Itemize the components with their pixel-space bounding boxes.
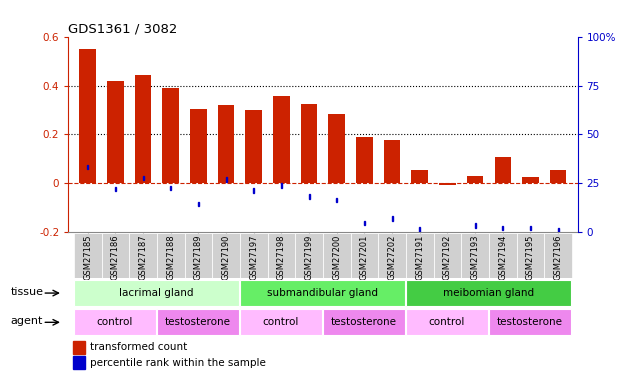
- Bar: [406, 309, 488, 335]
- Bar: [522, 177, 539, 183]
- Text: GSM27195: GSM27195: [526, 234, 535, 280]
- Text: testosterone: testosterone: [165, 317, 231, 327]
- Text: GSM27194: GSM27194: [498, 234, 507, 280]
- Text: GSM27199: GSM27199: [304, 234, 314, 280]
- Bar: [494, 158, 511, 183]
- Bar: [135, 75, 152, 183]
- Text: GSM27187: GSM27187: [138, 234, 148, 280]
- Text: GSM27193: GSM27193: [471, 234, 479, 280]
- Text: GSM27201: GSM27201: [360, 234, 369, 280]
- Bar: [406, 233, 433, 278]
- Text: meibomian gland: meibomian gland: [443, 288, 534, 298]
- Bar: [336, 198, 337, 202]
- Bar: [240, 233, 268, 278]
- Bar: [419, 227, 420, 231]
- Text: GSM27192: GSM27192: [443, 234, 452, 280]
- Bar: [157, 233, 184, 278]
- Text: control: control: [97, 317, 133, 327]
- Bar: [225, 177, 227, 182]
- Bar: [467, 176, 483, 183]
- Bar: [378, 233, 406, 278]
- Bar: [79, 49, 96, 183]
- Bar: [406, 280, 571, 306]
- Bar: [107, 81, 124, 183]
- Bar: [461, 233, 489, 278]
- Bar: [489, 309, 571, 335]
- Bar: [364, 221, 365, 225]
- Text: percentile rank within the sample: percentile rank within the sample: [89, 358, 266, 368]
- Text: GSM27200: GSM27200: [332, 234, 342, 280]
- Bar: [157, 309, 239, 335]
- Text: GDS1361 / 3082: GDS1361 / 3082: [68, 22, 178, 36]
- Bar: [433, 233, 461, 278]
- Text: control: control: [263, 317, 299, 327]
- Bar: [268, 233, 295, 278]
- Bar: [73, 356, 84, 369]
- Bar: [356, 137, 373, 183]
- Bar: [273, 96, 290, 183]
- Bar: [240, 280, 405, 306]
- Bar: [74, 233, 101, 278]
- Bar: [184, 233, 212, 278]
- Bar: [115, 187, 116, 191]
- Bar: [309, 194, 310, 199]
- Bar: [517, 233, 545, 278]
- Bar: [74, 309, 156, 335]
- Bar: [323, 309, 405, 335]
- Bar: [502, 226, 503, 230]
- Bar: [190, 109, 207, 183]
- Bar: [170, 186, 171, 190]
- Text: GSM27185: GSM27185: [83, 234, 92, 280]
- Bar: [447, 233, 448, 238]
- Text: GSM27197: GSM27197: [249, 234, 258, 280]
- Text: lacrimal gland: lacrimal gland: [119, 288, 194, 298]
- Text: GSM27202: GSM27202: [388, 234, 397, 280]
- Bar: [74, 280, 239, 306]
- Text: GSM27198: GSM27198: [277, 234, 286, 280]
- Bar: [129, 233, 157, 278]
- Text: GSM27186: GSM27186: [111, 234, 120, 280]
- Text: GSM27190: GSM27190: [222, 234, 230, 280]
- Text: GSM27189: GSM27189: [194, 234, 203, 280]
- Bar: [412, 170, 428, 183]
- Bar: [73, 341, 84, 354]
- Bar: [550, 170, 566, 183]
- Bar: [545, 233, 572, 278]
- Bar: [212, 233, 240, 278]
- Bar: [295, 233, 323, 278]
- Text: transformed count: transformed count: [89, 342, 187, 352]
- Bar: [163, 88, 179, 183]
- Bar: [218, 105, 234, 183]
- Bar: [474, 224, 476, 228]
- Text: GSM27196: GSM27196: [554, 234, 563, 280]
- Bar: [245, 110, 262, 183]
- Text: GSM27191: GSM27191: [415, 234, 424, 280]
- Text: agent: agent: [10, 316, 43, 326]
- Bar: [439, 183, 456, 186]
- Bar: [301, 104, 317, 183]
- Bar: [384, 140, 401, 183]
- Bar: [329, 114, 345, 183]
- Bar: [198, 201, 199, 206]
- Bar: [558, 228, 559, 233]
- Bar: [240, 309, 322, 335]
- Text: GSM27188: GSM27188: [166, 234, 175, 280]
- Bar: [489, 233, 517, 278]
- Text: control: control: [428, 317, 465, 327]
- Bar: [351, 233, 378, 278]
- Bar: [281, 183, 282, 188]
- Bar: [530, 226, 531, 230]
- Text: testosterone: testosterone: [497, 317, 563, 327]
- Text: tissue: tissue: [10, 286, 43, 297]
- Text: submandibular gland: submandibular gland: [267, 288, 378, 298]
- Text: testosterone: testosterone: [331, 317, 397, 327]
- Bar: [323, 233, 351, 278]
- Bar: [253, 188, 254, 192]
- Bar: [101, 233, 129, 278]
- Bar: [87, 165, 88, 170]
